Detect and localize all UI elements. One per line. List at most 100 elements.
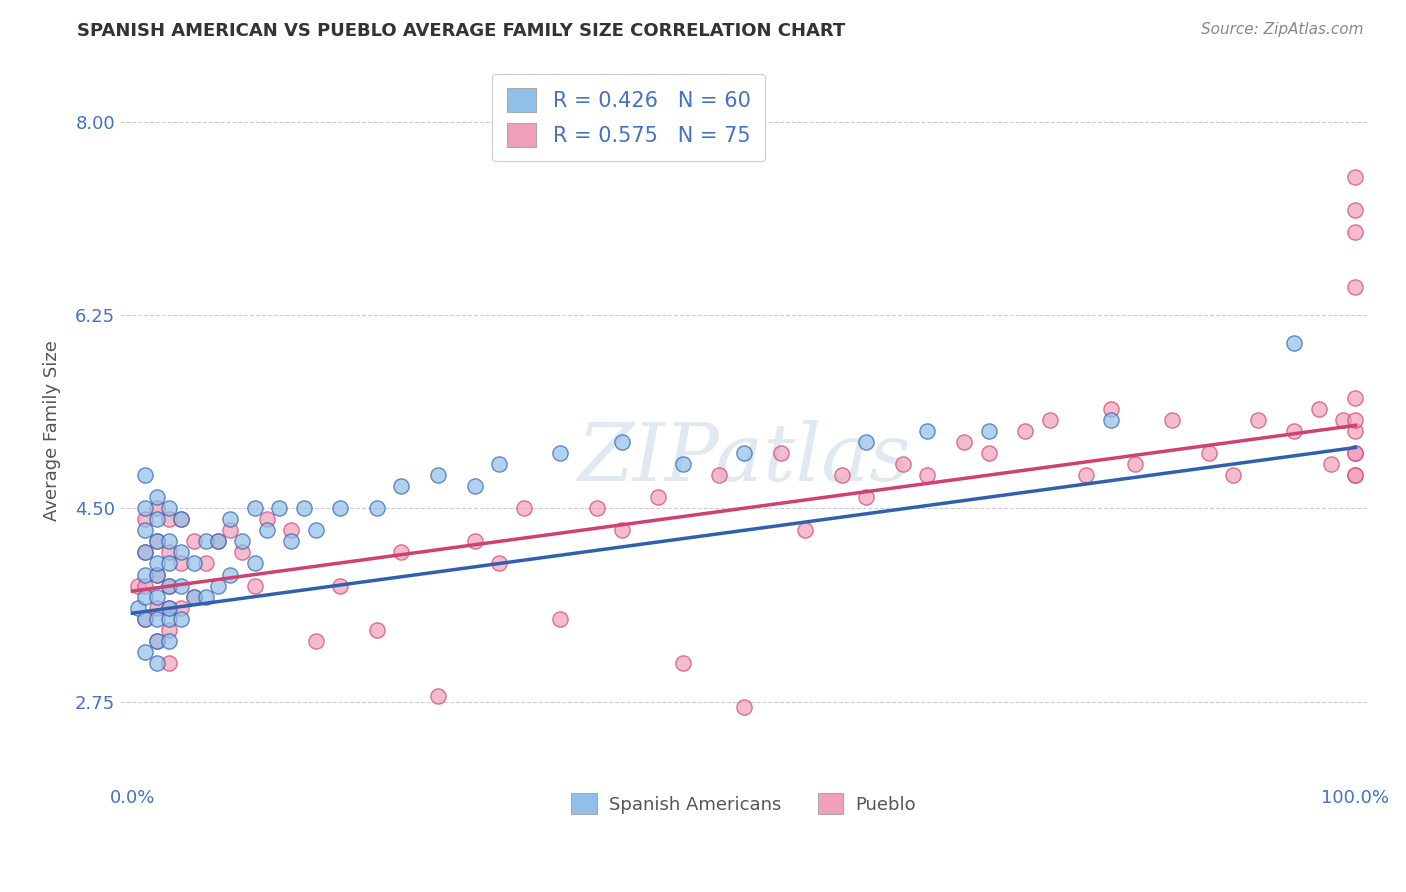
Point <box>977 424 1000 438</box>
Point <box>134 567 156 582</box>
Point <box>207 578 229 592</box>
Point <box>917 424 939 438</box>
Point <box>550 446 572 460</box>
Point <box>194 557 217 571</box>
Point <box>134 590 156 604</box>
Point <box>157 512 180 526</box>
Point <box>1344 391 1367 405</box>
Point <box>219 567 242 582</box>
Point <box>1344 446 1367 460</box>
Point <box>134 545 156 559</box>
Point <box>1284 335 1306 350</box>
Point <box>1344 468 1367 483</box>
Point <box>157 600 180 615</box>
Point <box>170 512 193 526</box>
Point <box>134 512 156 526</box>
Point <box>183 590 205 604</box>
Point <box>134 645 156 659</box>
Point <box>243 501 266 516</box>
Point <box>269 501 291 516</box>
Point <box>194 590 217 604</box>
Point <box>1331 413 1354 427</box>
Point <box>243 557 266 571</box>
Point <box>488 457 510 471</box>
Point <box>672 656 695 670</box>
Point <box>1014 424 1036 438</box>
Point <box>157 545 180 559</box>
Point <box>157 578 180 592</box>
Point <box>1320 457 1343 471</box>
Point <box>305 524 328 538</box>
Point <box>146 567 169 582</box>
Point <box>1099 401 1122 416</box>
Point <box>733 446 755 460</box>
Point <box>157 534 180 549</box>
Point <box>146 557 169 571</box>
Point <box>464 479 486 493</box>
Point <box>550 612 572 626</box>
Point <box>256 524 278 538</box>
Point <box>953 434 976 449</box>
Point <box>769 446 792 460</box>
Point <box>157 623 180 637</box>
Point <box>134 545 156 559</box>
Point <box>292 501 315 516</box>
Text: ZIPatlas: ZIPatlas <box>576 420 911 498</box>
Point <box>794 524 817 538</box>
Point <box>134 468 156 483</box>
Point <box>1284 424 1306 438</box>
Point <box>366 501 388 516</box>
Point <box>1344 280 1367 294</box>
Point <box>134 612 156 626</box>
Point <box>127 578 149 592</box>
Point <box>1161 413 1184 427</box>
Point <box>1123 457 1146 471</box>
Point <box>146 590 169 604</box>
Point <box>329 578 352 592</box>
Point <box>146 501 169 516</box>
Point <box>134 501 156 516</box>
Point <box>464 534 486 549</box>
Point <box>329 501 352 516</box>
Point <box>1099 413 1122 427</box>
Point <box>1344 169 1367 184</box>
Y-axis label: Average Family Size: Average Family Size <box>44 341 60 521</box>
Point <box>610 434 633 449</box>
Point <box>977 446 1000 460</box>
Point <box>157 501 180 516</box>
Point <box>157 612 180 626</box>
Point <box>157 656 180 670</box>
Point <box>1344 424 1367 438</box>
Point <box>1344 202 1367 217</box>
Point <box>134 578 156 592</box>
Point <box>170 612 193 626</box>
Text: SPANISH AMERICAN VS PUEBLO AVERAGE FAMILY SIZE CORRELATION CHART: SPANISH AMERICAN VS PUEBLO AVERAGE FAMIL… <box>77 22 845 40</box>
Point <box>855 490 877 504</box>
Point <box>917 468 939 483</box>
Point <box>256 512 278 526</box>
Point <box>170 578 193 592</box>
Point <box>427 468 450 483</box>
Point <box>733 700 755 714</box>
Point <box>1308 401 1330 416</box>
Point <box>891 457 914 471</box>
Point <box>1198 446 1220 460</box>
Point <box>586 501 609 516</box>
Point <box>219 512 242 526</box>
Point <box>146 567 169 582</box>
Point <box>305 633 328 648</box>
Point <box>488 557 510 571</box>
Point <box>127 600 149 615</box>
Point <box>146 490 169 504</box>
Point <box>183 590 205 604</box>
Point <box>709 468 731 483</box>
Point <box>170 600 193 615</box>
Point <box>391 479 413 493</box>
Point <box>427 689 450 703</box>
Point <box>647 490 669 504</box>
Point <box>1344 225 1367 239</box>
Point <box>1076 468 1098 483</box>
Point <box>134 612 156 626</box>
Point <box>1344 446 1367 460</box>
Point <box>146 656 169 670</box>
